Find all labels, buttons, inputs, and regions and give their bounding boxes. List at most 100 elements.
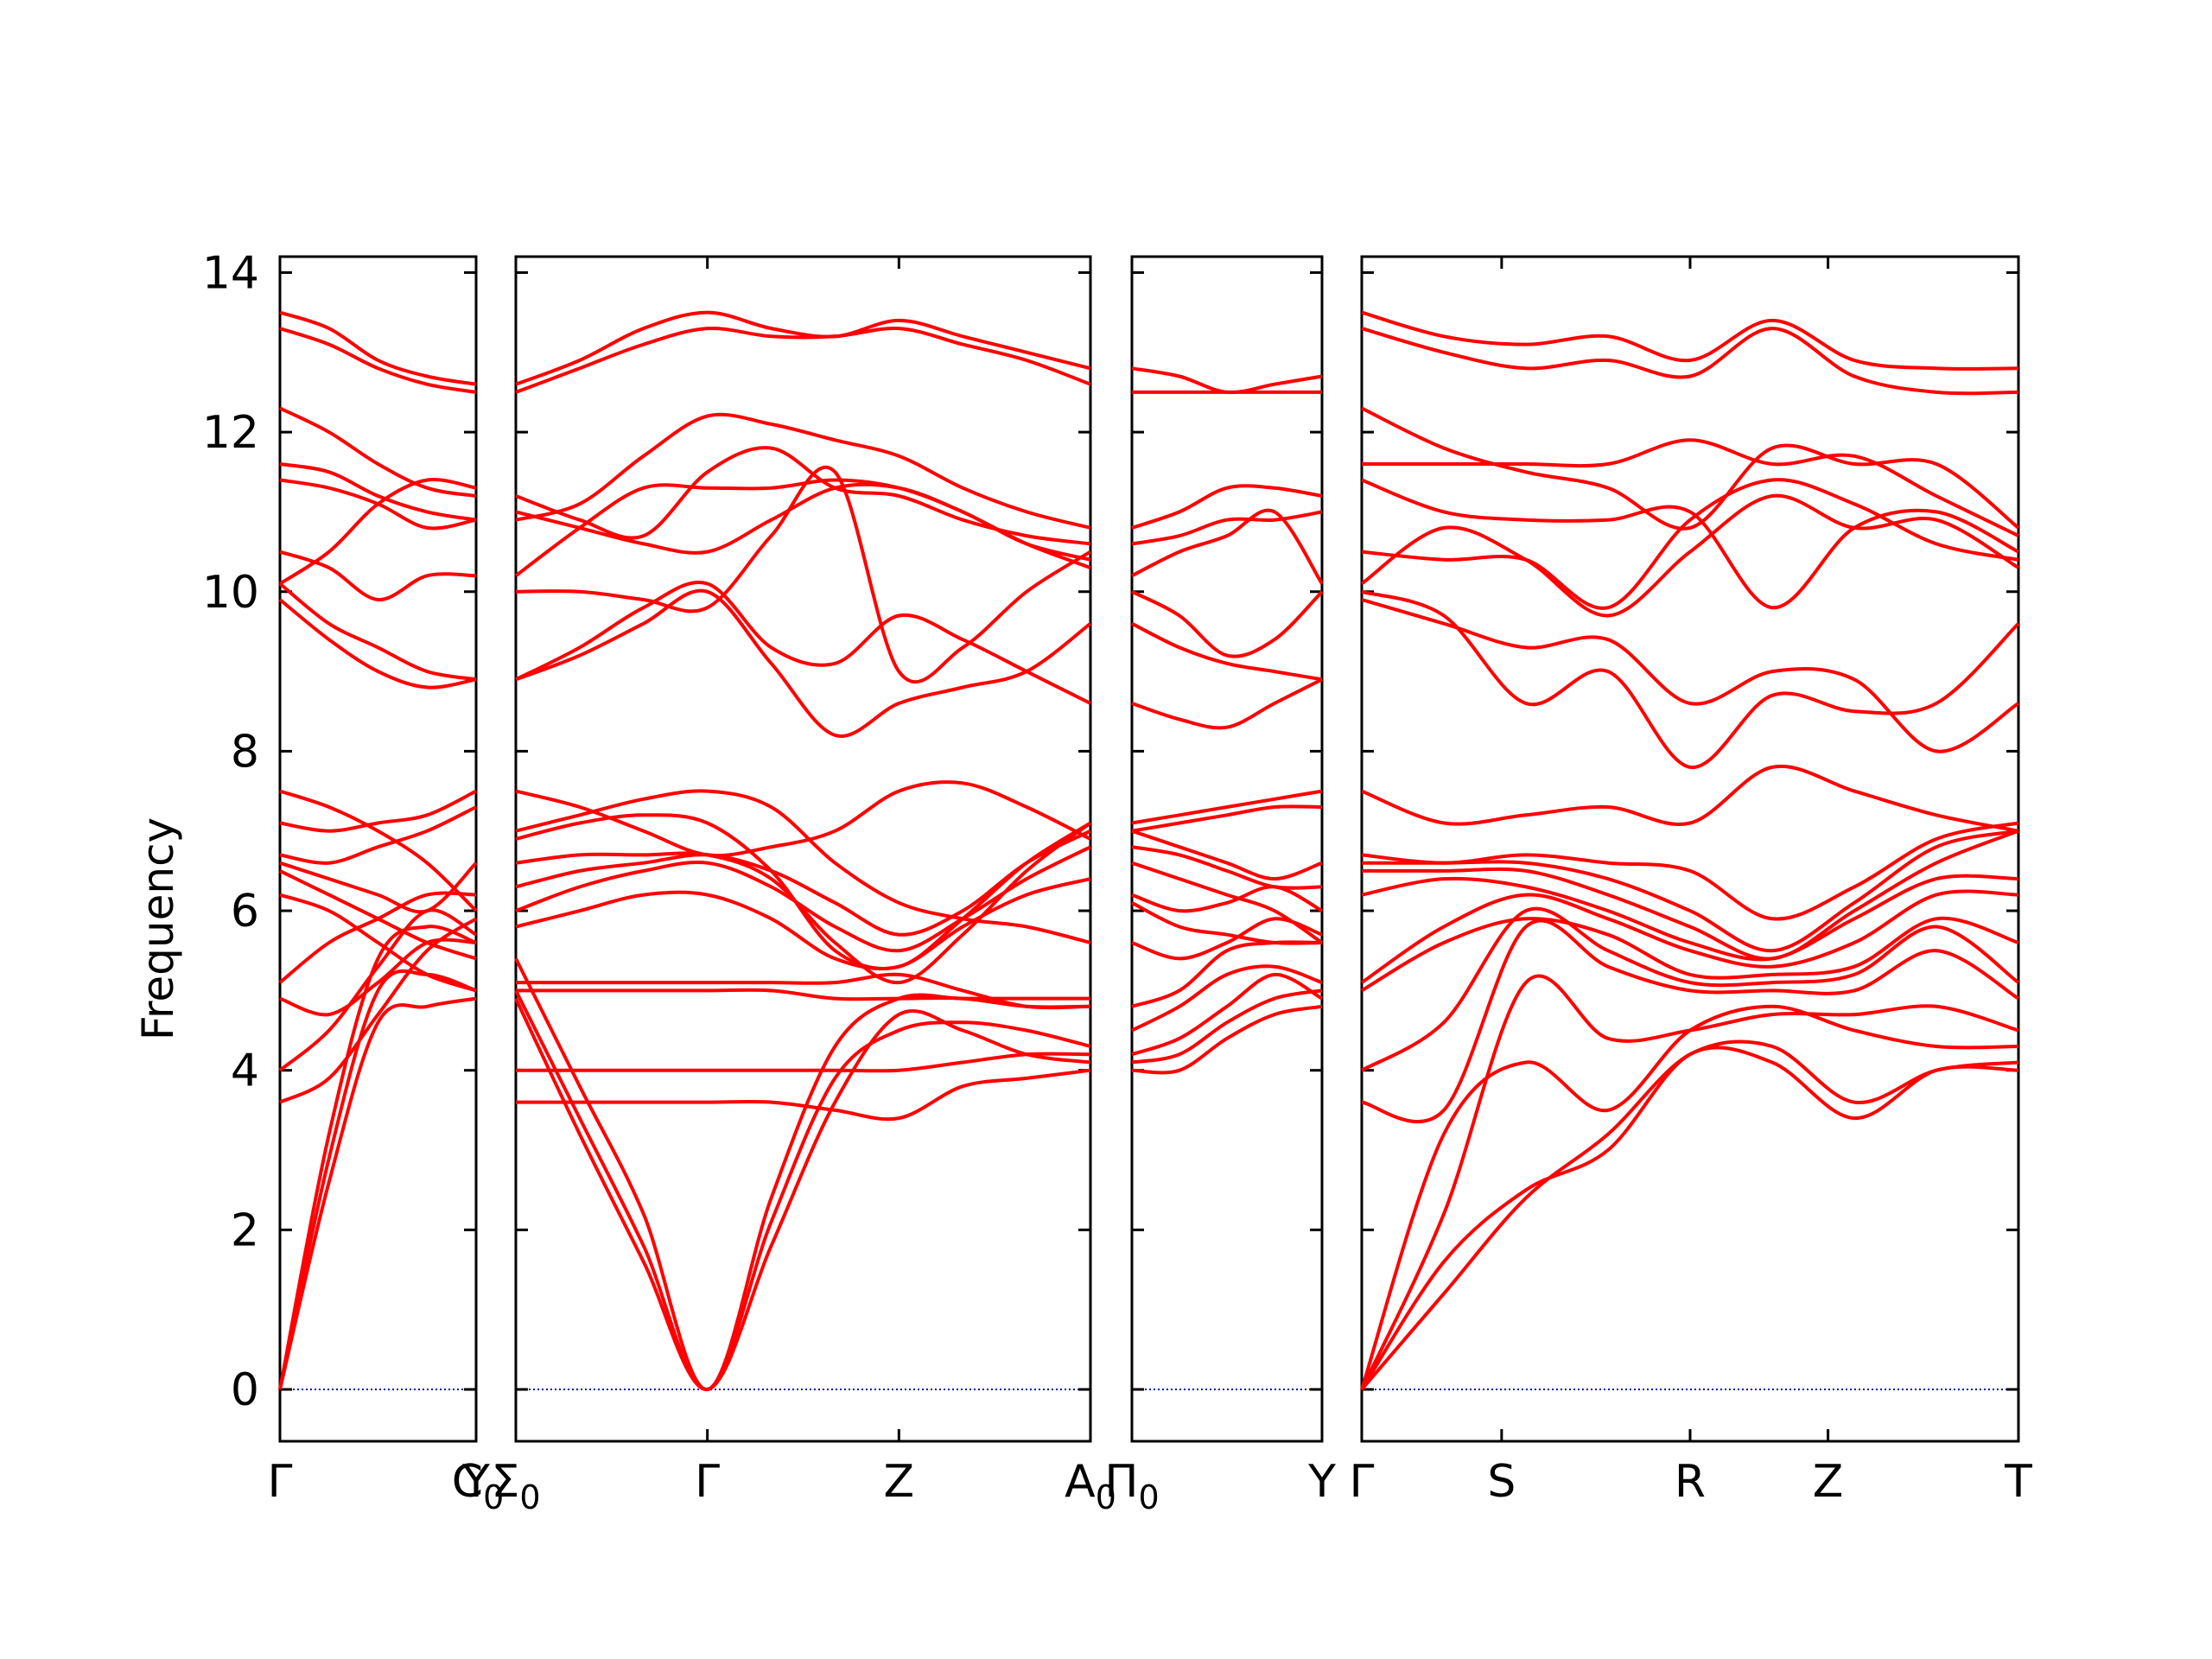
band-22 <box>279 310 477 386</box>
band-lines <box>1131 366 1324 1075</box>
band-20 <box>1361 406 2020 531</box>
band-13 <box>279 789 478 912</box>
band-17 <box>1131 508 1324 585</box>
band-4 <box>516 1068 1091 1122</box>
k-label-p4-3: R <box>1675 1456 1706 1508</box>
band-7 <box>516 972 1091 1010</box>
band-8 <box>1131 885 1323 913</box>
y-tick-label: 10 <box>202 567 259 619</box>
band-6 <box>1360 906 2020 1072</box>
panel-frame <box>1130 255 1324 1443</box>
y-axis-label: Frequency <box>133 817 183 1040</box>
y-tick-label: 6 <box>231 886 259 938</box>
band-21 <box>515 412 1091 530</box>
band-18 <box>1361 478 2019 610</box>
band-5 <box>1361 918 2020 1123</box>
k-label-p1-end: C0 <box>452 1456 505 1516</box>
band-14 <box>278 598 477 690</box>
band-14 <box>1131 677 1323 730</box>
band-16 <box>1131 590 1324 658</box>
band-2 <box>1131 988 1323 1065</box>
band-1 <box>514 997 1091 1391</box>
band-6 <box>279 938 477 1017</box>
k-label-p2-2: Γ <box>695 1456 720 1508</box>
band-15 <box>1361 589 2020 769</box>
band-20 <box>515 446 1091 546</box>
band-11 <box>515 821 1092 985</box>
band-8 <box>1360 889 2019 984</box>
y-tick-label: 12 <box>202 407 259 459</box>
band-7 <box>1360 916 2019 993</box>
band-11 <box>1362 829 2019 953</box>
band-4 <box>1360 974 2019 1390</box>
band-16 <box>1360 493 2020 618</box>
k-label-p4-1: Γ <box>1350 1456 1375 1508</box>
band-8 <box>279 893 477 993</box>
band-23 <box>515 310 1091 386</box>
band-22 <box>515 326 1091 394</box>
band-17 <box>1361 478 2019 610</box>
band-10 <box>1131 845 1323 890</box>
band-9 <box>1131 861 1324 944</box>
y-tick-label: 0 <box>231 1364 259 1416</box>
band-12 <box>279 789 477 833</box>
band-20 <box>279 406 477 498</box>
band-6 <box>1131 917 1323 961</box>
k-label-p2-1: Σ0 <box>491 1456 540 1516</box>
band-10 <box>515 829 1091 937</box>
band-13 <box>1131 804 1323 833</box>
band-5 <box>278 908 478 1072</box>
panel-1: Γ YC0 <box>268 255 505 1516</box>
k-label-p2-3: Z <box>884 1456 915 1508</box>
band-9 <box>515 845 1091 953</box>
panel-3: Π0 Y <box>1104 255 1336 1516</box>
band-3 <box>1360 1004 2019 1390</box>
panel-frame <box>514 255 1092 1443</box>
band-13 <box>1361 764 2019 833</box>
band-10 <box>1362 829 2019 961</box>
band-1 <box>1360 1039 2019 1391</box>
band-18 <box>1131 510 1323 546</box>
band-2 <box>514 989 1091 1391</box>
k-label-p3-1: Π0 <box>1104 1456 1159 1516</box>
y-tick-label: 8 <box>231 726 259 778</box>
band-19 <box>279 462 477 522</box>
band-1 <box>1131 1004 1323 1075</box>
y-tick-label: 2 <box>231 1205 259 1256</box>
band-21 <box>279 327 477 394</box>
band-lines <box>514 310 1092 1391</box>
band-11 <box>1131 829 1323 881</box>
band-17 <box>279 550 477 602</box>
panel-frame <box>278 255 478 1443</box>
k-label-p4-5: T <box>2004 1456 2032 1508</box>
band-lines <box>1360 310 2020 1391</box>
band-19 <box>1131 484 1323 530</box>
band-12 <box>1131 789 1323 825</box>
band-21 <box>1131 366 1323 395</box>
y-tick-label: 14 <box>202 247 259 299</box>
band-12 <box>515 813 1092 970</box>
panel-2: Σ0 Γ Z A0 <box>491 255 1116 1516</box>
band-22 <box>1361 310 2019 371</box>
k-label-p1-1: Γ <box>268 1456 293 1508</box>
k-label-p1-2: Y <box>461 1456 490 1508</box>
band-3 <box>278 925 477 1390</box>
band-8 <box>515 877 1091 971</box>
band-16 <box>515 581 1091 705</box>
band-14 <box>1361 598 2020 753</box>
y-tick-label: 4 <box>231 1046 259 1097</box>
band-lines <box>278 310 478 1390</box>
band-14 <box>515 789 1091 944</box>
band-3 <box>1131 972 1323 1057</box>
k-label-p2-4: A0 <box>1065 1456 1116 1516</box>
band-1 <box>278 996 477 1390</box>
band-11 <box>279 805 477 865</box>
band-6 <box>516 988 1091 1009</box>
k-label-p4-4: Z <box>1813 1456 1844 1508</box>
band-17 <box>515 465 1092 684</box>
band-9 <box>1361 874 2019 962</box>
k-label-p3-2: Y <box>1307 1456 1336 1508</box>
band-10 <box>279 861 478 914</box>
